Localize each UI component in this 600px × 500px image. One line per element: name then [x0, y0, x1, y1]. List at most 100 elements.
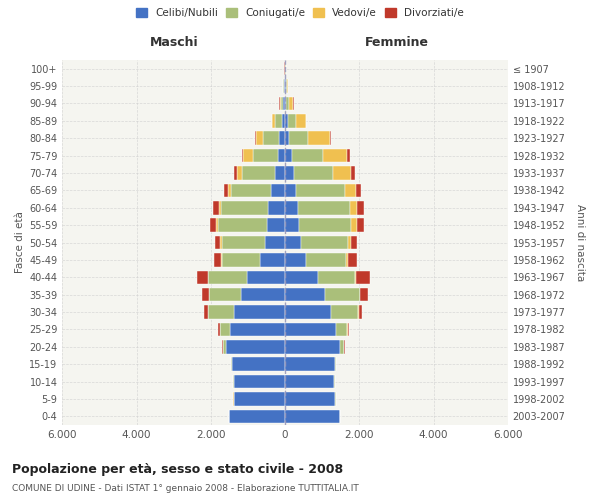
Bar	[356, 270, 370, 284]
Bar	[289, 132, 308, 145]
Bar	[231, 184, 271, 197]
Bar	[228, 184, 231, 197]
Bar	[340, 340, 344, 353]
Bar	[347, 149, 350, 162]
Bar	[265, 236, 285, 250]
Bar	[296, 114, 306, 128]
Bar	[223, 340, 226, 353]
Legend: Celibi/Nubili, Coniugati/e, Vedovi/e, Divorziati/e: Celibi/Nubili, Coniugati/e, Vedovi/e, Di…	[133, 5, 467, 21]
Bar	[334, 166, 351, 179]
Bar	[237, 166, 242, 179]
Bar	[256, 132, 263, 145]
Bar	[230, 322, 285, 336]
Bar	[287, 79, 288, 93]
Bar	[272, 114, 275, 128]
Bar	[345, 184, 356, 197]
Bar	[360, 288, 361, 302]
Bar	[285, 270, 318, 284]
Bar	[285, 253, 306, 266]
Bar	[351, 218, 356, 232]
Bar	[234, 392, 285, 406]
Bar	[205, 306, 208, 319]
Bar	[226, 340, 285, 353]
Text: COMUNE DI UDINE - Dati ISTAT 1° gennaio 2008 - Elaborazione TUTTITALIA.IT: COMUNE DI UDINE - Dati ISTAT 1° gennaio …	[12, 484, 359, 493]
Bar	[330, 132, 331, 145]
Bar	[285, 184, 296, 197]
Bar	[279, 132, 285, 145]
Bar	[242, 166, 275, 179]
Bar	[232, 358, 285, 371]
Bar	[348, 253, 357, 266]
Bar	[241, 288, 285, 302]
Bar	[278, 149, 285, 162]
Bar	[285, 149, 292, 162]
Bar	[285, 306, 331, 319]
Bar	[301, 236, 348, 250]
Bar	[229, 410, 285, 423]
Text: Maschi: Maschi	[149, 36, 198, 49]
Bar	[285, 114, 287, 128]
Bar	[346, 253, 348, 266]
Text: Popolazione per età, sesso e stato civile - 2008: Popolazione per età, sesso e stato civil…	[12, 462, 343, 475]
Bar	[221, 253, 260, 266]
Bar	[308, 132, 330, 145]
Bar	[218, 218, 267, 232]
Bar	[255, 132, 256, 145]
Bar	[224, 184, 228, 197]
Bar	[285, 322, 337, 336]
Bar	[271, 184, 285, 197]
Bar	[247, 270, 285, 284]
Bar	[221, 236, 265, 250]
Bar	[234, 166, 237, 179]
Bar	[285, 201, 298, 214]
Bar	[268, 201, 285, 214]
Bar	[306, 253, 346, 266]
Bar	[285, 358, 335, 371]
Bar	[285, 375, 334, 388]
Bar	[348, 236, 350, 250]
Bar	[358, 201, 364, 214]
Bar	[267, 218, 285, 232]
Bar	[231, 358, 232, 371]
Bar	[242, 149, 244, 162]
Bar	[216, 218, 218, 232]
Bar	[285, 392, 335, 406]
Bar	[285, 410, 340, 423]
Bar	[347, 322, 349, 336]
Bar	[294, 166, 334, 179]
Bar	[209, 288, 241, 302]
Bar	[234, 375, 285, 388]
Bar	[285, 166, 294, 179]
Bar	[281, 96, 283, 110]
Bar	[318, 270, 355, 284]
Y-axis label: Fasce di età: Fasce di età	[15, 212, 25, 274]
Text: Femmine: Femmine	[364, 36, 428, 49]
Bar	[275, 166, 285, 179]
Bar	[285, 218, 299, 232]
Bar	[202, 288, 209, 302]
Bar	[260, 253, 285, 266]
Bar	[214, 201, 219, 214]
Bar	[287, 114, 296, 128]
Bar	[285, 96, 286, 110]
Bar	[355, 270, 356, 284]
Bar	[356, 218, 364, 232]
Bar	[335, 358, 336, 371]
Bar	[285, 132, 289, 145]
Bar	[214, 253, 221, 266]
Bar	[286, 79, 287, 93]
Bar	[208, 270, 247, 284]
Bar	[285, 236, 301, 250]
Bar	[220, 236, 221, 250]
Bar	[220, 322, 230, 336]
Bar	[208, 306, 234, 319]
Bar	[358, 306, 359, 319]
Bar	[289, 96, 293, 110]
Bar	[197, 270, 208, 284]
Bar	[283, 96, 285, 110]
Bar	[325, 288, 360, 302]
Bar	[292, 149, 323, 162]
Bar	[215, 236, 220, 250]
Bar	[298, 201, 350, 214]
Bar	[323, 149, 347, 162]
